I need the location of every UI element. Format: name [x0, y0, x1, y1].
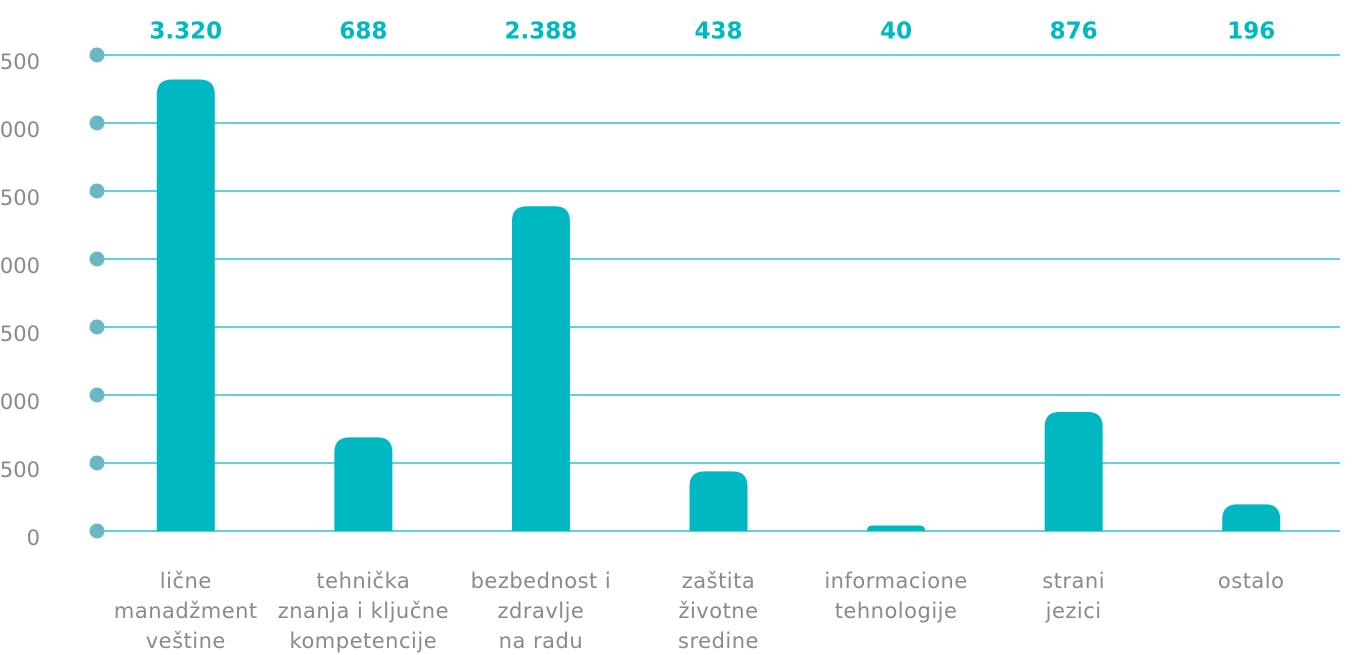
x-tick-label: ostalo	[1217, 569, 1285, 593]
bar	[156, 79, 215, 531]
bar	[867, 525, 926, 531]
value-label: 876	[1050, 19, 1098, 45]
tick-dot	[89, 115, 105, 131]
value-label: 438	[694, 19, 742, 45]
y-tick-label: 3500	[0, 50, 40, 74]
tick-dot	[89, 523, 105, 539]
tick-dot	[89, 319, 105, 335]
bar	[1044, 411, 1103, 531]
bar	[334, 437, 393, 531]
x-tick-label: zaštita životne sredine	[678, 569, 759, 653]
y-tick-label: 3000	[0, 118, 40, 142]
value-label: 2.388	[505, 19, 578, 45]
bar	[1222, 504, 1281, 531]
tick-dot	[89, 387, 105, 403]
tick-dot	[89, 183, 105, 199]
y-tick-label: 1000	[0, 390, 40, 414]
x-tick-label: strani jezici	[1042, 569, 1106, 623]
x-tick-label: bezbednost i zdravlje na radu	[470, 569, 612, 653]
tick-dot	[89, 251, 105, 267]
y-tick-label: 2500	[0, 186, 40, 210]
y-tick-label: 0	[27, 526, 40, 550]
y-tick-label: 1500	[0, 322, 40, 346]
y-tick-label: 500	[0, 458, 40, 482]
value-label: 3.320	[149, 19, 222, 45]
value-label: 688	[339, 19, 387, 45]
value-label: 196	[1227, 19, 1275, 45]
bar	[511, 206, 570, 531]
tick-dot	[89, 47, 105, 63]
value-label: 40	[880, 19, 912, 45]
tick-dot	[89, 455, 105, 471]
y-tick-label: 2000	[0, 254, 40, 278]
x-tick-label: tehnička znanja i ključne kompetencije	[277, 569, 449, 653]
x-tick-label: informacione tehnologije	[824, 569, 968, 623]
x-tick-label: lične manadžment veštine	[113, 569, 258, 653]
bar	[689, 471, 748, 531]
